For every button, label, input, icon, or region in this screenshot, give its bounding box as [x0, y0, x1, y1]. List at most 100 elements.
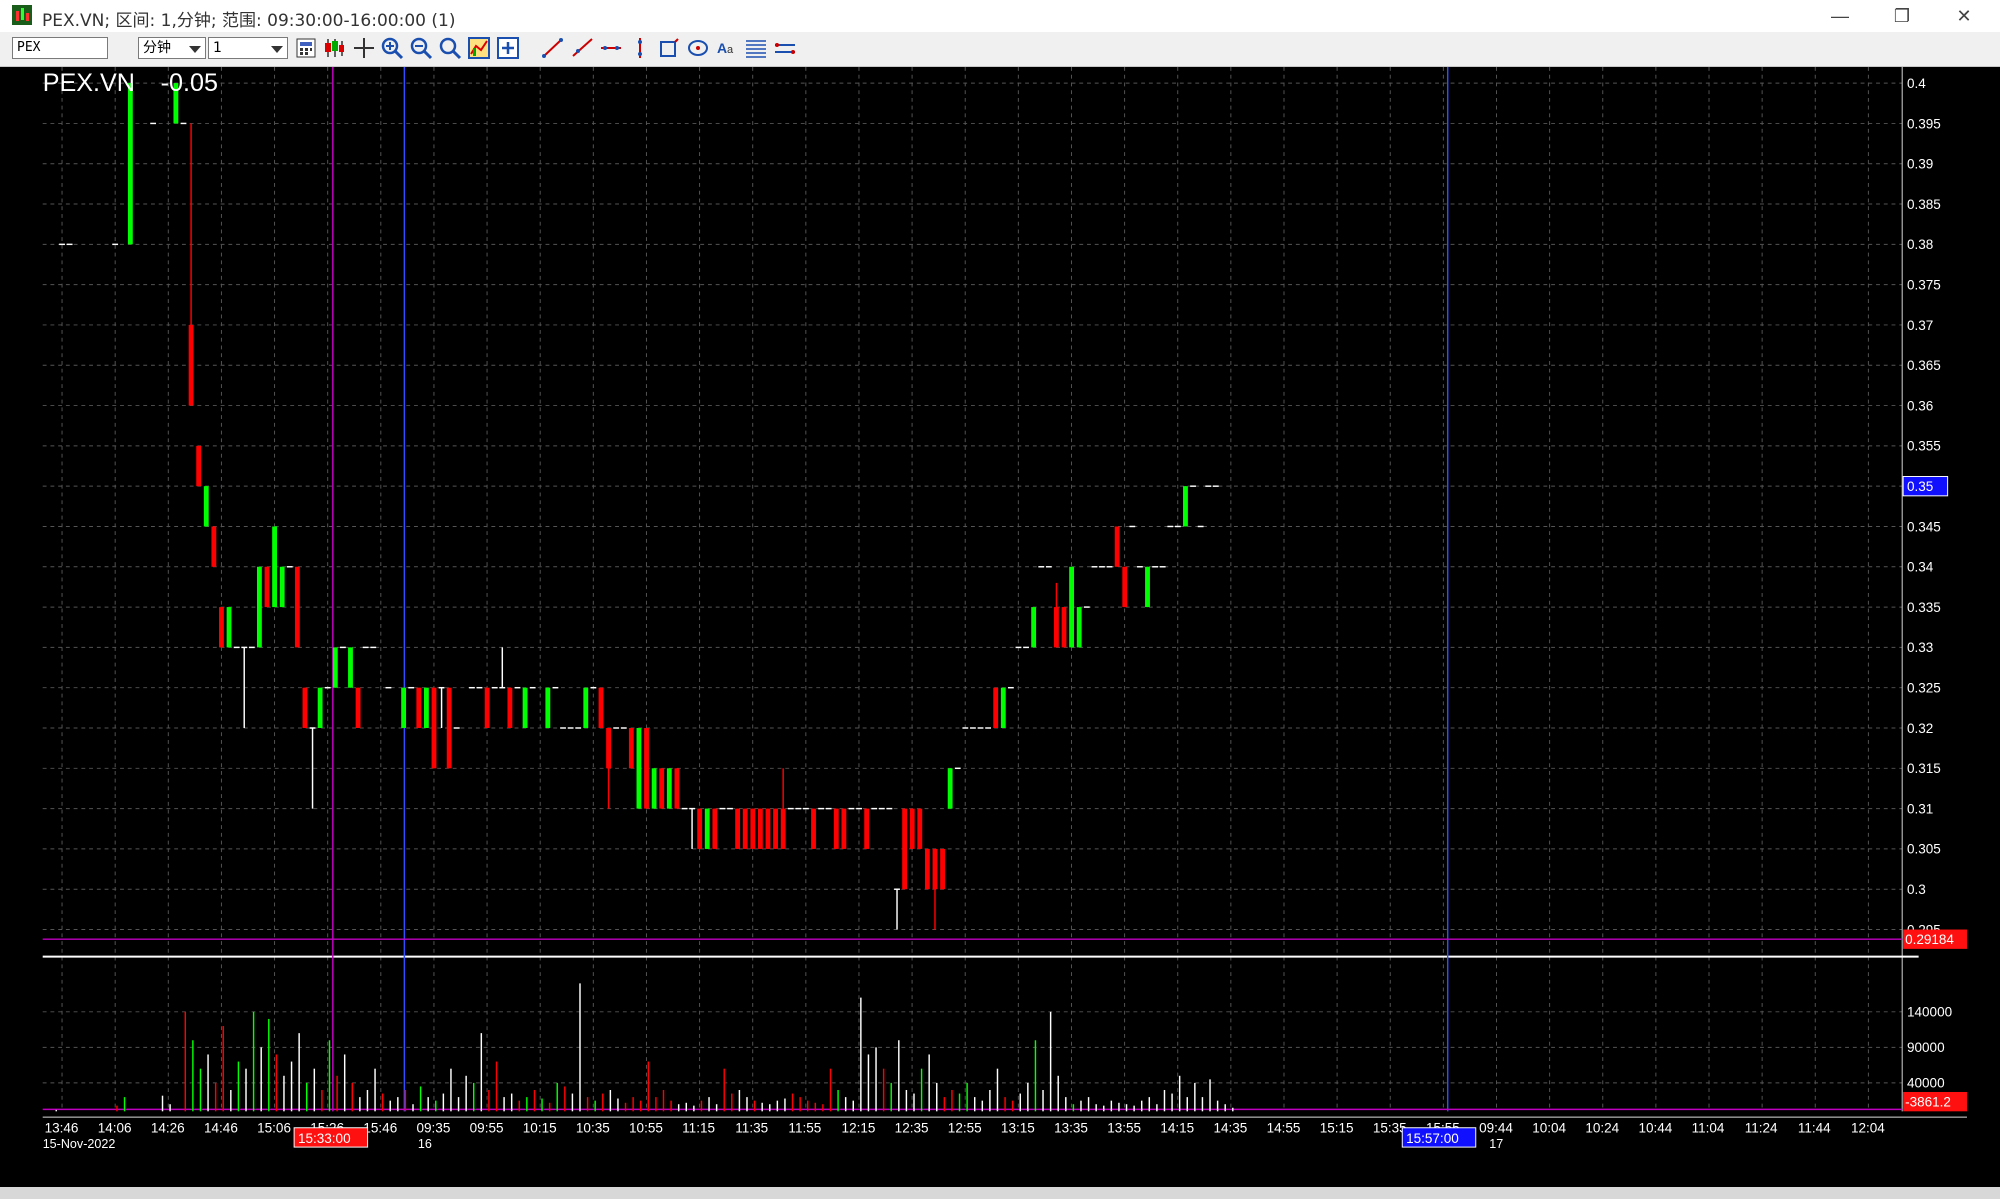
candle	[241, 646, 248, 728]
ray-icon[interactable]	[570, 36, 594, 60]
zoom-icon[interactable]	[438, 36, 462, 60]
svg-text:A: A	[717, 40, 727, 56]
candle-body	[264, 566, 270, 608]
minimize-button[interactable]: —	[1831, 6, 1849, 26]
candle	[1061, 607, 1067, 648]
y-tick-label: 0.385	[1907, 197, 1941, 212]
current-price-tag-label: 0.35	[1907, 479, 1933, 494]
x-tick-label: 14:55	[1267, 1121, 1301, 1136]
x-tick-label: 11:55	[788, 1121, 821, 1136]
x-tick-label: 11:44	[1798, 1121, 1831, 1136]
fibonacci-icon[interactable]	[744, 36, 768, 60]
candle	[773, 808, 778, 849]
candle	[545, 687, 551, 728]
candle-body	[1061, 607, 1067, 648]
candle	[940, 848, 945, 890]
volume-y-tick-label: 40000	[1907, 1076, 1945, 1091]
price-chart[interactable]: 0.4 0.395 0.39 0.385 0.38 0.375 0.37 0.365 0.36 0…	[0, 67, 2000, 1150]
y-tick-label: 0.33	[1907, 640, 1933, 655]
candle	[355, 687, 361, 728]
zoom-out-icon[interactable]	[409, 36, 433, 60]
candle	[211, 526, 217, 567]
x-tick-label: 15:35	[1373, 1121, 1407, 1136]
right-time-tag-label: 15:57:00	[1406, 1131, 1459, 1146]
candle-body	[735, 808, 741, 849]
rectangle-icon[interactable]	[657, 36, 681, 60]
candle-body	[924, 848, 930, 890]
close-button[interactable]: ✕	[1956, 6, 1972, 26]
y-tick-label: 0.37	[1907, 318, 1933, 333]
candle	[598, 687, 604, 728]
calculator-icon[interactable]	[294, 36, 318, 60]
candle	[750, 808, 756, 849]
y-tick-label: 0.315	[1907, 761, 1941, 776]
candle-body	[598, 687, 604, 728]
title-bar: PEX.VN; 区间: 1,分钟; 范围: 09:30:00-16:00:00 …	[0, 0, 2000, 32]
candle-body	[355, 687, 361, 728]
ellipse-icon[interactable]	[686, 36, 710, 60]
channel-icon[interactable]	[773, 36, 797, 60]
period-value-select[interactable]: 1	[208, 37, 288, 59]
candle	[697, 808, 703, 849]
candlestick-icon[interactable]	[322, 36, 346, 60]
crosshair-icon[interactable]	[352, 36, 376, 60]
volume-crosshair-tag	[1903, 1091, 1967, 1112]
indicator-icon[interactable]	[467, 36, 491, 60]
x-tick-label: 11:35	[735, 1121, 768, 1136]
zoom-in-icon[interactable]	[380, 36, 404, 60]
taskbar-strip	[0, 1187, 2000, 1199]
candle-body	[348, 647, 353, 688]
vertical-line-icon[interactable]	[628, 36, 652, 60]
period-unit-select[interactable]: 分钟	[138, 37, 206, 59]
candle-body	[917, 808, 923, 849]
candle-body	[1145, 566, 1150, 608]
candle	[924, 848, 930, 890]
symbol-input[interactable]: PEX	[12, 37, 108, 59]
app-icon	[12, 5, 32, 25]
candle	[522, 687, 528, 728]
trend-line-icon[interactable]	[541, 36, 565, 60]
candle-body	[947, 768, 953, 809]
candle-body	[401, 687, 407, 728]
candle	[811, 808, 816, 849]
candle-body	[1031, 607, 1037, 648]
candle-body	[932, 848, 938, 890]
candle-body	[757, 808, 763, 849]
candle	[499, 647, 506, 689]
y-tick-label: 0.375	[1907, 277, 1941, 292]
candle	[196, 445, 202, 487]
candle-body	[431, 687, 437, 769]
horizontal-line-icon[interactable]	[599, 36, 623, 60]
volume-y-tick-label: 140000	[1907, 1005, 1952, 1020]
date-label: 15-Nov-2022	[43, 1137, 116, 1150]
y-tick-label: 0.31	[1907, 801, 1933, 816]
candle-body	[219, 607, 224, 648]
candle	[332, 647, 338, 688]
crosshair-price-tag	[1903, 929, 1967, 949]
candle-body	[302, 687, 308, 728]
x-tick-label: 09:44	[1479, 1121, 1513, 1136]
x-tick-label: 14:46	[204, 1121, 238, 1136]
candle-body	[909, 808, 915, 849]
period-unit-value: 分钟	[143, 40, 171, 56]
candle	[909, 808, 915, 849]
candle	[317, 687, 323, 728]
x-tick-label: 12:35	[895, 1121, 929, 1136]
y-tick-label: 0.395	[1907, 116, 1941, 131]
candle-body	[712, 808, 718, 849]
candle	[272, 526, 278, 608]
candle-body	[423, 687, 429, 728]
candle-body	[272, 526, 278, 608]
candle	[674, 768, 680, 809]
candle-body	[173, 83, 179, 124]
candle	[188, 123, 194, 406]
candle	[735, 808, 741, 849]
candle	[219, 607, 224, 648]
window-title: PEX.VN; 区间: 1,分钟; 范围: 09:30:00-16:00:00 …	[42, 11, 456, 31]
crosshair-price-tag-label: 0.29184	[1905, 932, 1954, 947]
candle	[226, 607, 232, 648]
x-tick-label: 12:04	[1851, 1121, 1885, 1136]
add-icon[interactable]	[496, 36, 520, 60]
restore-button[interactable]: ❐	[1893, 6, 1911, 26]
